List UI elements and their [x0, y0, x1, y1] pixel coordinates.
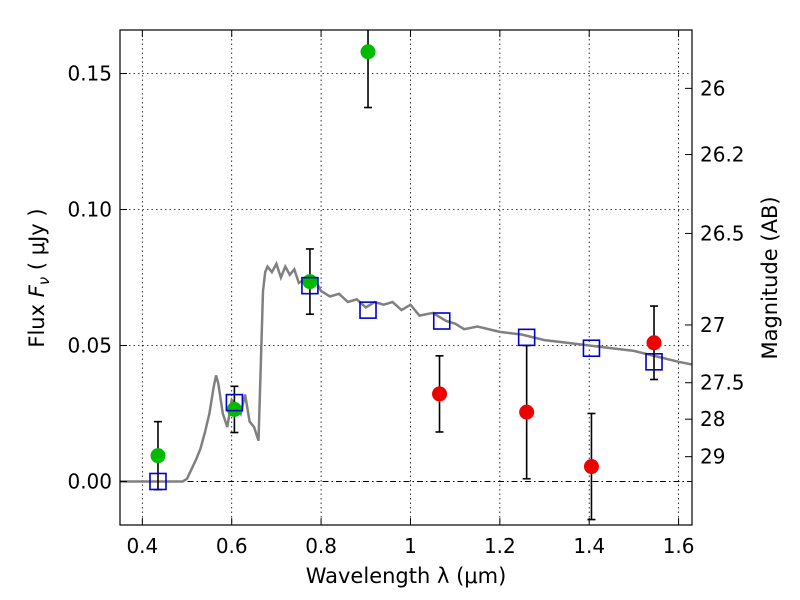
data-point-circle — [302, 274, 318, 290]
y-axis-label-prefix: Flux — [25, 297, 49, 347]
y-tick-label: 0.10 — [67, 198, 112, 222]
model-point-square — [432, 312, 451, 330]
y-axis-ticks: 0.00 0.05 0.10 0.15 — [67, 62, 127, 493]
right-tick-label: 27.5 — [700, 371, 745, 395]
right-tick-label: 28 — [700, 407, 725, 431]
y-tick-label: 0.00 — [67, 469, 112, 493]
model-point-square — [225, 393, 244, 412]
model-point-square — [582, 339, 601, 358]
model-spectrum-line — [120, 260, 692, 483]
grid-lines — [120, 30, 692, 525]
data-point-circle — [432, 386, 448, 402]
model-point-square — [359, 301, 377, 319]
right-tick-label: 26 — [700, 76, 725, 100]
data-markers — [149, 44, 663, 491]
x-tick-label: 1.6 — [663, 534, 695, 558]
y-axis-label-subscript: ν — [35, 277, 53, 285]
x-tick-label: 0.8 — [305, 534, 337, 558]
data-point-circle — [360, 44, 376, 60]
x-tick-label: 1.4 — [573, 534, 605, 558]
model-point-square — [517, 328, 536, 347]
data-point-circle — [150, 448, 166, 464]
x-tick-label: 0.6 — [216, 534, 248, 558]
model-point-square — [645, 353, 663, 371]
x-axis-label: Wavelength λ (μm) — [306, 564, 507, 588]
y-tick-label: 0.05 — [67, 333, 112, 357]
y-axis-label-suffix: ( μJy ) — [25, 208, 49, 276]
error-bars — [153, 30, 659, 521]
right-axis-ticks: 26 26.2 26.5 27 27.5 28 29 — [685, 76, 745, 469]
data-point-circle — [226, 401, 242, 417]
x-tick-label: 0.4 — [126, 534, 158, 558]
right-tick-label: 29 — [700, 445, 725, 469]
plot-frame — [119, 29, 693, 526]
y-axis-label-symbol: F — [25, 284, 49, 297]
y-tick-label: 0.15 — [67, 62, 112, 86]
data-point-circle — [646, 335, 662, 351]
data-point-circle — [519, 404, 535, 420]
right-tick-label: 26.5 — [700, 221, 745, 245]
model-point-square — [149, 472, 167, 491]
x-axis-ticks: 0.4 0.6 0.8 1 1.2 1.4 1.6 — [126, 30, 695, 558]
data-point-circle — [583, 459, 599, 475]
right-axis-label: Magnitude (AB) — [758, 196, 782, 359]
right-tick-label: 26.2 — [700, 142, 745, 166]
x-tick-label: 1.2 — [484, 534, 516, 558]
x-tick-label: 1 — [404, 534, 417, 558]
y-axis-label: Flux Fν ( μJy ) — [25, 208, 53, 347]
model-point-square — [301, 276, 319, 295]
right-tick-label: 27 — [700, 313, 725, 337]
